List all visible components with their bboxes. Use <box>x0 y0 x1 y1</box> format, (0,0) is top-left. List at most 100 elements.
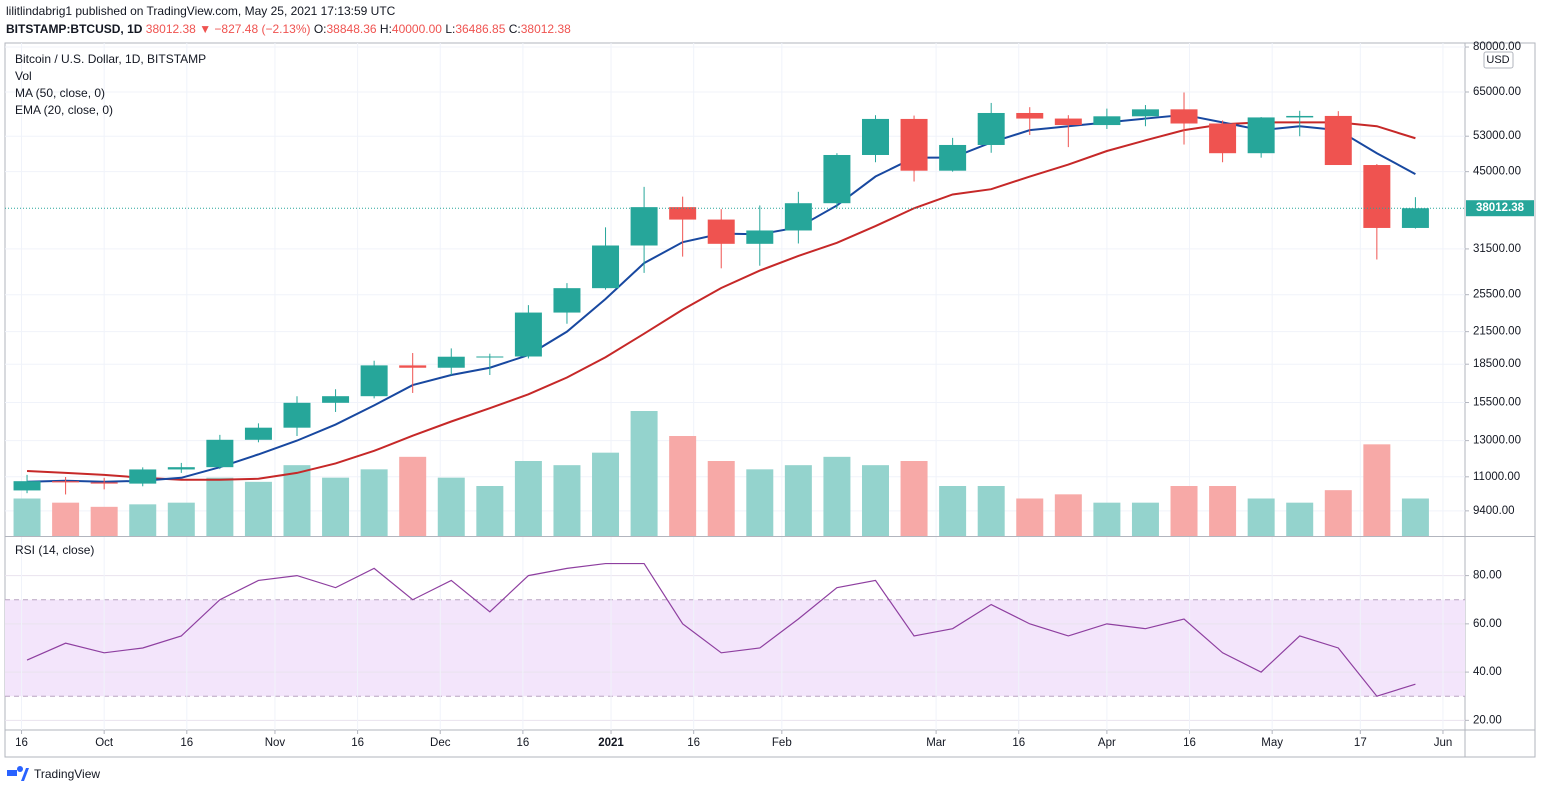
x-tick-label: Apr <box>1098 737 1116 749</box>
currency-box <box>1483 51 1514 69</box>
plot-frame <box>4 42 1536 758</box>
volume-bar <box>553 465 581 536</box>
volume-bar <box>1401 498 1429 536</box>
brand-logo <box>7 766 29 781</box>
y-tick-label: 18500.00 <box>1473 358 1521 370</box>
volume-bar <box>1093 502 1121 536</box>
y-tick-label: 13000.00 <box>1473 435 1521 447</box>
change: ▼ −827.48 (−2.13%) <box>199 22 310 36</box>
volume-bar <box>399 456 427 536</box>
volume-bar <box>1324 490 1352 536</box>
volume-bar <box>669 436 697 536</box>
y-tick-label: 25500.00 <box>1473 289 1521 301</box>
candle-body <box>167 467 195 470</box>
ohlc-label: L: <box>445 22 455 36</box>
candle-body <box>514 312 542 357</box>
volume-bar <box>52 502 80 536</box>
candle-body <box>900 118 928 171</box>
ohlc-value: 38848.36 <box>327 22 377 36</box>
ohlc-label: O: <box>314 22 327 36</box>
y-tick-label: 20.00 <box>1473 714 1502 726</box>
volume-bar <box>1363 444 1391 536</box>
candle-body <box>52 481 80 483</box>
volume-bar <box>977 486 1005 536</box>
candle-body <box>1247 117 1275 154</box>
ohlc-label: H: <box>380 22 392 36</box>
x-tick-label: 16 <box>180 737 193 749</box>
candle-body <box>1170 109 1198 124</box>
candle-body <box>1363 165 1391 228</box>
volume-bar <box>1016 498 1044 536</box>
candle-body <box>129 469 157 484</box>
x-tick-label: 16 <box>15 737 28 749</box>
y-tick-label: 11000.00 <box>1473 471 1520 483</box>
candle-body <box>322 396 350 403</box>
candle-body <box>746 230 774 244</box>
candle-body <box>977 112 1005 145</box>
price-tag <box>1466 200 1534 217</box>
volume-bar <box>1170 486 1198 536</box>
candle-body <box>861 118 889 155</box>
y-tick-label: 80000.00 <box>1473 41 1521 53</box>
volume-bar <box>129 504 157 536</box>
candle-body <box>1401 208 1429 228</box>
x-tick-label: 17 <box>1354 737 1367 749</box>
candle-body <box>206 439 234 468</box>
y-tick-label: 80.00 <box>1473 570 1502 582</box>
legend-entry: MA (50, close, 0) <box>15 86 105 100</box>
candle-body <box>399 365 427 368</box>
volume-bar <box>861 465 889 536</box>
chart-title: Bitcoin / U.S. Dollar, 1D, BITSTAMP <box>15 52 206 66</box>
last-price: 38012.38 <box>146 22 196 36</box>
candle-body <box>1016 112 1044 119</box>
candle-body <box>669 207 697 220</box>
candle-body <box>1131 109 1159 117</box>
candle-body <box>437 356 465 368</box>
volume-bar <box>13 498 41 536</box>
volume-bar <box>1131 502 1159 536</box>
candle-body <box>1209 123 1237 154</box>
y-tick-label: 9400.00 <box>1473 505 1515 517</box>
candle-body <box>13 481 41 491</box>
x-tick-label: Oct <box>95 737 114 749</box>
candle-body <box>784 203 812 231</box>
candle-body <box>939 144 967 171</box>
x-tick-label: Jun <box>1434 737 1453 749</box>
background <box>4 42 1536 758</box>
ohlc-value: 40000.00 <box>392 22 442 36</box>
candle-body <box>476 356 504 358</box>
x-tick-label: May <box>1261 737 1283 749</box>
volume-bar <box>784 465 812 536</box>
author-line: lilitlindabrig1 published on TradingView… <box>6 4 396 18</box>
x-tick-label: Feb <box>772 737 792 749</box>
x-tick-label: 16 <box>687 737 700 749</box>
symbol: BITSTAMP:BTCUSD, 1D <box>6 22 143 36</box>
candle-body <box>360 365 388 397</box>
x-tick-label: 2021 <box>598 737 624 749</box>
legend-entry: EMA (20, close, 0) <box>15 103 113 117</box>
volume-bar <box>90 506 118 536</box>
candle-body <box>283 402 311 428</box>
price-tag-label: 38012.38 <box>1476 202 1525 214</box>
volume-bar <box>1247 498 1275 536</box>
candle-body <box>553 288 581 313</box>
candle-body <box>592 245 620 289</box>
y-tick-label: 60.00 <box>1473 618 1502 630</box>
candle-body <box>630 207 658 246</box>
volume-bar <box>476 486 504 536</box>
ohlc-value: 38012.38 <box>521 22 571 36</box>
volume-bar <box>167 502 195 536</box>
volume-bar <box>900 461 928 536</box>
volume-bar <box>244 481 272 536</box>
candle-body <box>1054 118 1082 126</box>
y-tick-label: 21500.00 <box>1473 326 1521 338</box>
candle-body <box>707 219 735 244</box>
y-tick-label: 45000.00 <box>1473 166 1521 178</box>
y-tick-label: 40.00 <box>1473 666 1502 678</box>
volume-bar <box>360 469 388 536</box>
volume-bar <box>322 477 350 536</box>
volume-bar <box>283 465 311 536</box>
volume-bar <box>823 456 851 536</box>
volume-bar <box>592 452 620 536</box>
